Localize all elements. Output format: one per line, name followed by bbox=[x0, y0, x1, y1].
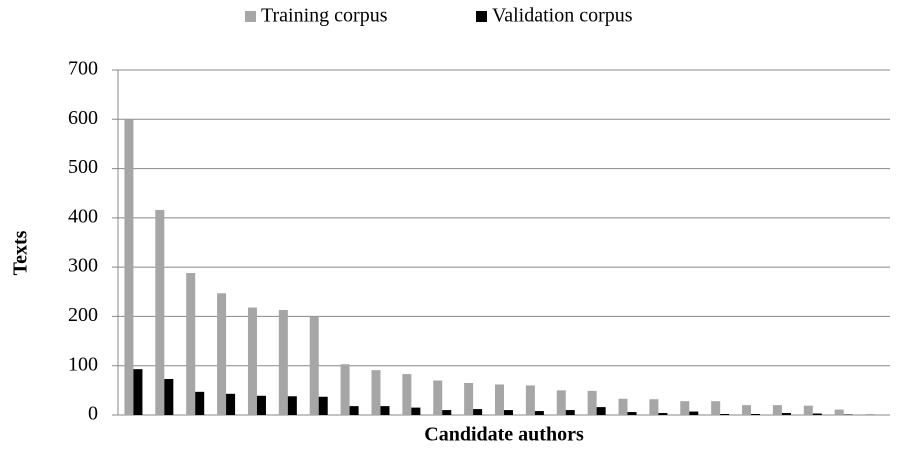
bar bbox=[411, 408, 420, 415]
x-axis-title: Candidate authors bbox=[424, 424, 584, 446]
bar bbox=[124, 119, 133, 415]
legend-label: Training corpus bbox=[261, 5, 388, 27]
y-tick-label: 400 bbox=[68, 205, 98, 227]
bar bbox=[689, 412, 698, 415]
bar bbox=[535, 411, 544, 415]
bar bbox=[257, 396, 266, 415]
bar bbox=[279, 310, 288, 415]
bar bbox=[380, 406, 389, 415]
bar bbox=[619, 399, 628, 415]
bar bbox=[720, 414, 729, 415]
legend-swatch bbox=[476, 11, 487, 22]
bar bbox=[310, 316, 319, 415]
bar bbox=[804, 406, 813, 415]
bar bbox=[557, 390, 566, 415]
bar bbox=[835, 410, 844, 415]
y-tick-label: 600 bbox=[68, 107, 98, 129]
bar bbox=[371, 370, 380, 415]
bar bbox=[133, 369, 142, 415]
bar bbox=[464, 383, 473, 415]
bar bbox=[433, 381, 442, 416]
bar bbox=[495, 384, 504, 415]
bar bbox=[711, 401, 720, 415]
y-tick-label: 100 bbox=[68, 353, 98, 375]
y-tick-label: 700 bbox=[68, 58, 98, 80]
legend-swatch bbox=[245, 11, 256, 22]
bar bbox=[773, 405, 782, 415]
bar bbox=[288, 396, 297, 415]
bar bbox=[588, 391, 597, 415]
bar bbox=[504, 410, 513, 415]
bar bbox=[473, 409, 482, 415]
bar bbox=[226, 394, 235, 415]
bar bbox=[782, 413, 791, 415]
bar bbox=[597, 407, 606, 415]
bar bbox=[813, 414, 822, 415]
y-tick-label: 300 bbox=[68, 255, 98, 277]
bar bbox=[658, 413, 667, 415]
bar bbox=[319, 397, 328, 415]
bar bbox=[248, 308, 257, 415]
bar bbox=[217, 293, 226, 415]
bar bbox=[742, 405, 751, 415]
legend-label: Validation corpus bbox=[492, 5, 633, 27]
bar bbox=[186, 273, 195, 415]
bar bbox=[164, 379, 173, 415]
bar bbox=[526, 385, 535, 415]
bar bbox=[442, 410, 451, 415]
y-axis-title: Texts bbox=[10, 230, 32, 275]
bar bbox=[341, 364, 350, 415]
bar bbox=[680, 401, 689, 415]
bar bbox=[866, 414, 875, 415]
bar bbox=[628, 412, 637, 415]
y-tick-label: 200 bbox=[68, 304, 98, 326]
y-tick-label: 0 bbox=[88, 403, 98, 425]
bar bbox=[155, 210, 164, 415]
y-tick-label: 500 bbox=[68, 156, 98, 178]
bar bbox=[649, 399, 658, 415]
bar bbox=[402, 374, 411, 415]
bar bbox=[751, 414, 760, 415]
bar bbox=[566, 410, 575, 415]
bar bbox=[350, 406, 359, 415]
bar bbox=[195, 392, 204, 415]
